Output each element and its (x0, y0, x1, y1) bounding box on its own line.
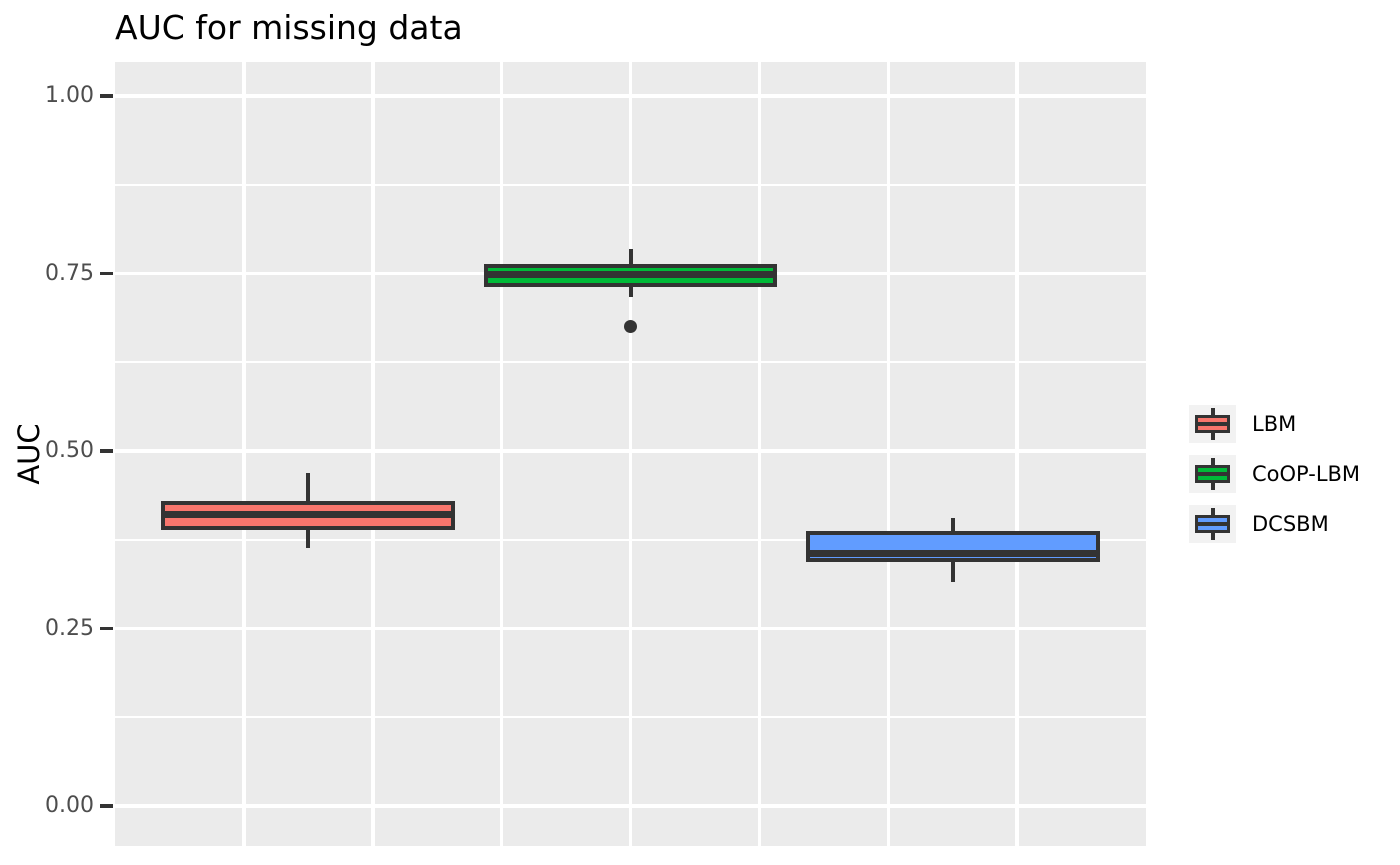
gridline-x (886, 62, 890, 846)
y-tick-mark (100, 271, 113, 276)
legend-label-dcsbm: DCSBM (1252, 512, 1329, 536)
gridline-x (628, 62, 633, 846)
legend-key-dcsbm (1189, 505, 1236, 543)
median-coop-lbm (485, 271, 776, 279)
gridline-x (371, 62, 375, 846)
legend-key-lbm (1189, 405, 1236, 443)
y-tick-label: 0.50 (45, 438, 94, 463)
legend-key-median-icon (1195, 522, 1230, 526)
legend: LBM CoOP-LBM DCSBM (1185, 400, 1400, 550)
y-tick-label: 0.75 (45, 260, 94, 286)
legend-key-median-icon (1195, 422, 1230, 426)
gridline-x (499, 62, 504, 846)
legend-label-lbm: LBM (1252, 412, 1297, 436)
plot-panel (115, 62, 1146, 846)
gridline-x (1015, 62, 1019, 846)
y-tick-label: 1.00 (45, 83, 94, 108)
chart-title: AUC for missing data (115, 8, 463, 47)
median-dcsbm (807, 549, 1098, 557)
box-dcsbm (805, 531, 1100, 563)
legend-item-coop-lbm: CoOP-LBM (1185, 455, 1400, 493)
y-tick-label: 0.00 (45, 793, 94, 818)
y-tick-mark (100, 626, 113, 631)
y-tick-mark (100, 804, 113, 808)
legend-label-coop-lbm: CoOP-LBM (1252, 462, 1361, 486)
gridline-x (757, 62, 762, 846)
median-lbm (163, 510, 454, 518)
legend-key-median-icon (1195, 472, 1230, 476)
y-tick-mark (100, 449, 113, 453)
y-tick-label: 0.25 (45, 615, 94, 641)
legend-item-dcsbm: DCSBM (1185, 505, 1400, 543)
y-tick-mark (100, 94, 113, 98)
gridline-x (242, 62, 246, 846)
legend-item-lbm: LBM (1185, 405, 1400, 443)
legend-key-coop-lbm (1189, 455, 1236, 493)
outlier-point-coop-lbm (624, 319, 637, 333)
